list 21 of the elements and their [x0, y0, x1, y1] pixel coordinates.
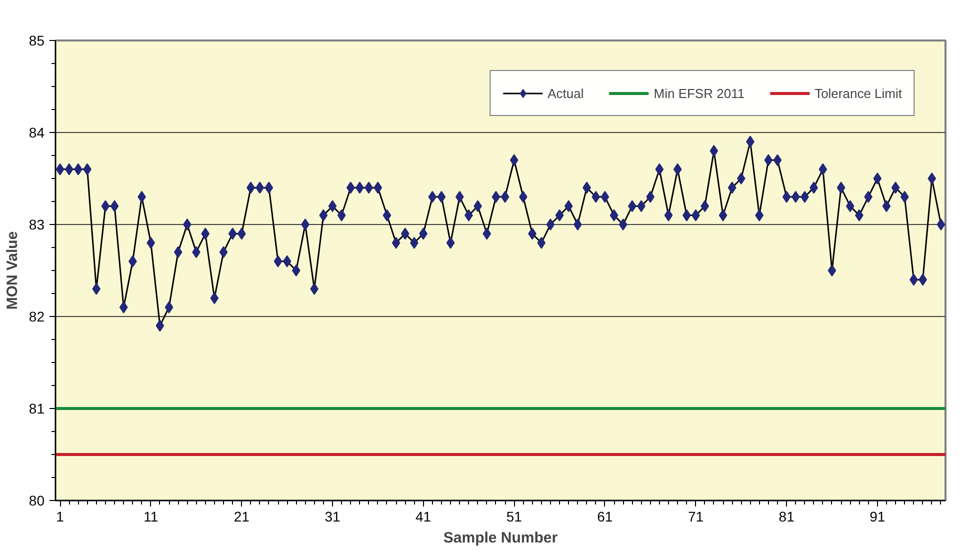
x-tick-label: 61 — [597, 508, 613, 524]
y-tick-label: 85 — [28, 32, 45, 48]
legend-label: Tolerance Limit — [814, 86, 902, 100]
y-tick-label: 84 — [28, 124, 45, 140]
x-tick-label: 51 — [506, 508, 522, 524]
x-tick-label: 81 — [778, 508, 795, 524]
legend-label: Min EFSR 2011 — [654, 86, 745, 100]
x-tick-label: 21 — [234, 508, 250, 524]
x-axis-title: Sample Number — [443, 530, 558, 546]
legend-label: Actual — [548, 86, 584, 100]
x-tick-label: 11 — [144, 508, 158, 524]
y-tick-label: 83 — [28, 216, 45, 232]
x-tick-label: 91 — [870, 508, 886, 524]
y-tick-label: 80 — [28, 492, 45, 508]
x-tick-label: 71 — [688, 508, 704, 524]
x-tick-label: 41 — [416, 508, 432, 524]
y-tick-label: 82 — [28, 308, 45, 324]
y-tick-label: 81 — [28, 400, 45, 416]
x-tick-label: 31 — [324, 508, 340, 524]
y-axis-title: MON Value — [4, 231, 21, 310]
x-tick-label: 1 — [56, 508, 64, 524]
